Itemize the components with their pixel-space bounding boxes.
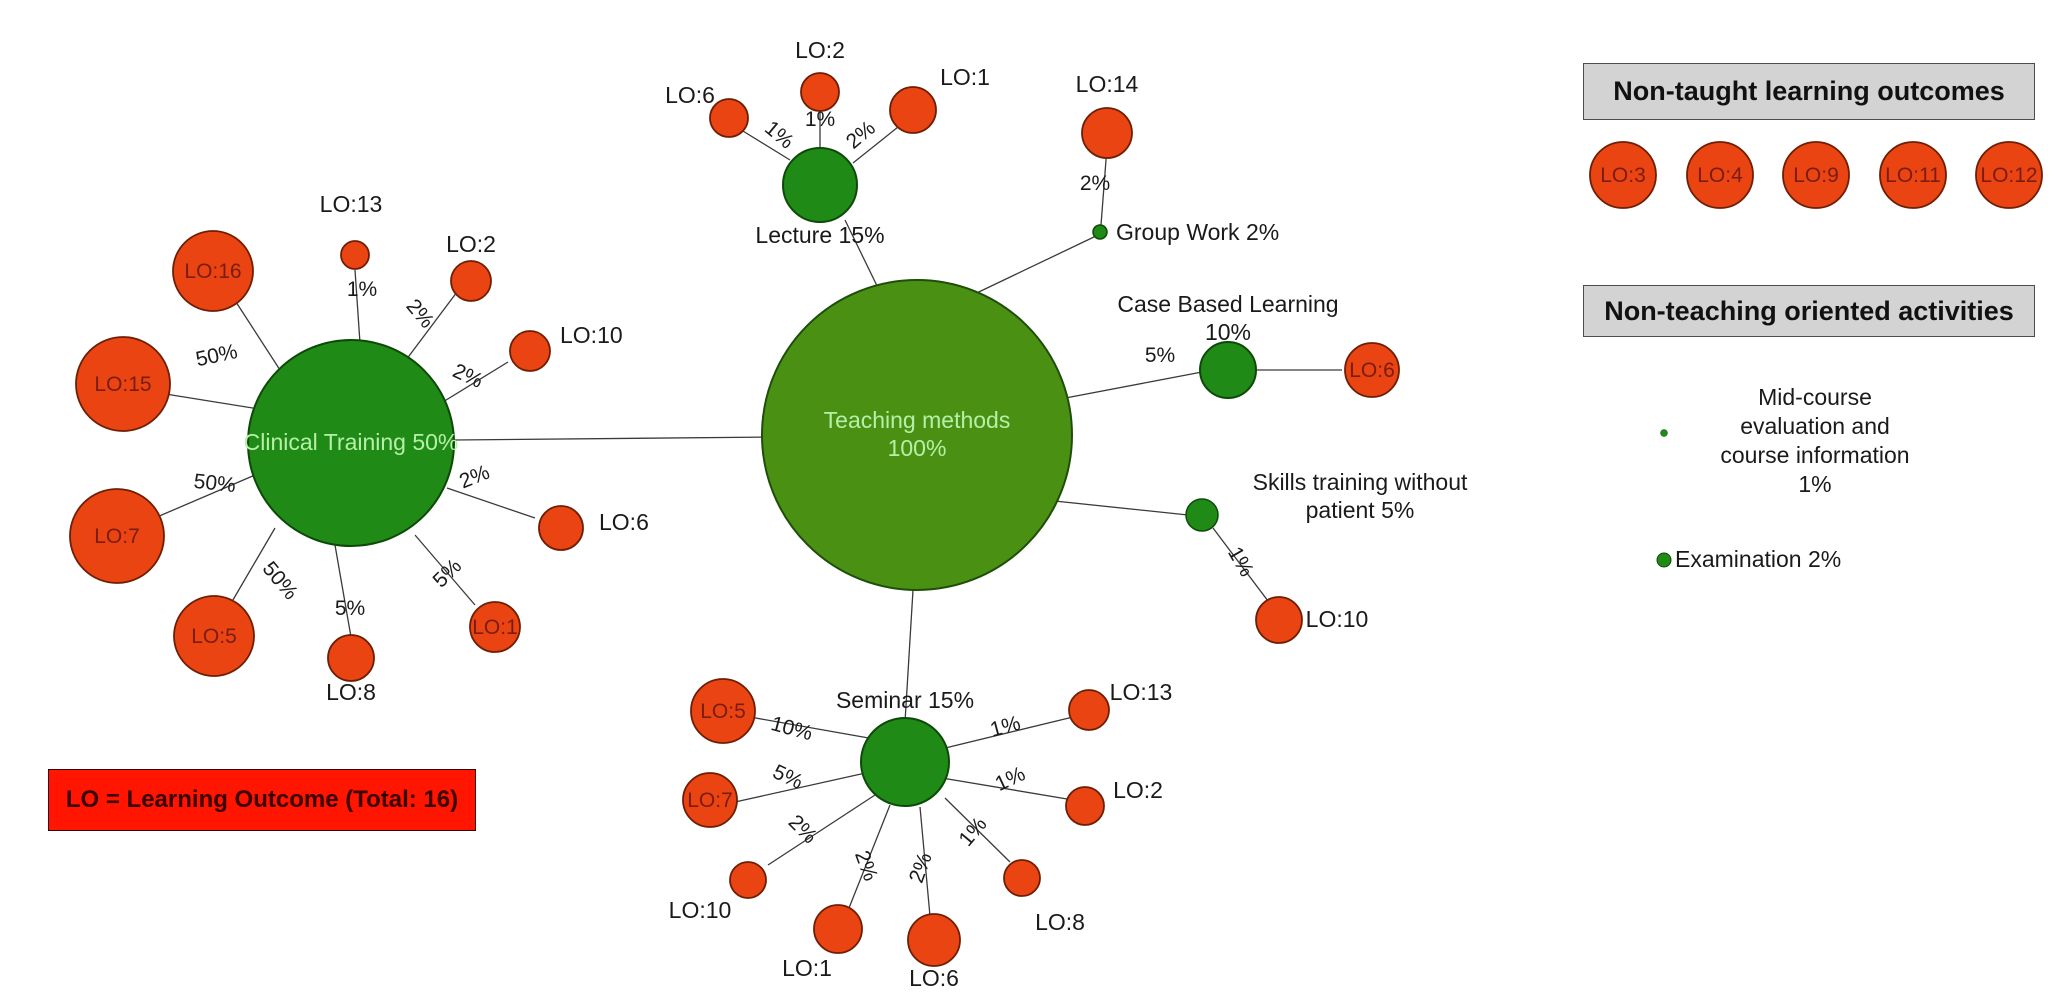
svg-text:2%: 2% — [456, 461, 493, 494]
svg-text:LO:12: LO:12 — [1980, 164, 2037, 187]
svg-text:1%: 1% — [1798, 471, 1831, 497]
svg-text:LO:1: LO:1 — [782, 955, 832, 981]
svg-text:LO:6: LO:6 — [1349, 359, 1395, 382]
svg-text:LO:6: LO:6 — [599, 509, 649, 535]
svg-text:1%: 1% — [805, 108, 835, 131]
svg-text:50%: 50% — [194, 340, 240, 371]
svg-text:5%: 5% — [1145, 344, 1175, 367]
svg-text:Mid-course: Mid-course — [1758, 384, 1872, 410]
svg-text:LO:10: LO:10 — [560, 322, 623, 348]
svg-text:evaluation and: evaluation and — [1740, 413, 1890, 439]
svg-text:5%: 5% — [769, 760, 806, 794]
svg-text:1%: 1% — [988, 712, 1023, 742]
svg-text:LO:15: LO:15 — [94, 373, 151, 396]
svg-text:patient 5%: patient 5% — [1306, 497, 1415, 523]
svg-text:Examination 2%: Examination 2% — [1675, 546, 1841, 572]
svg-text:2%: 2% — [842, 116, 880, 153]
svg-text:LO:10: LO:10 — [1306, 606, 1369, 632]
svg-text:10%: 10% — [768, 712, 815, 745]
svg-text:10%: 10% — [1205, 319, 1251, 345]
svg-text:LO:5: LO:5 — [191, 625, 237, 648]
svg-text:2%: 2% — [784, 811, 822, 849]
svg-text:LO:2: LO:2 — [1113, 777, 1163, 803]
svg-text:Teaching methods: Teaching methods — [824, 407, 1011, 433]
svg-text:LO:13: LO:13 — [1110, 679, 1173, 705]
svg-text:LO:7: LO:7 — [687, 789, 733, 812]
svg-text:LO:6: LO:6 — [665, 82, 715, 108]
svg-text:100%: 100% — [888, 435, 947, 461]
svg-text:5%: 5% — [429, 555, 467, 593]
svg-text:LO:4: LO:4 — [1697, 164, 1743, 187]
svg-text:LO:3: LO:3 — [1600, 164, 1646, 187]
svg-text:LO:7: LO:7 — [94, 525, 140, 548]
svg-text:5%: 5% — [335, 597, 365, 620]
svg-text:1%: 1% — [992, 762, 1029, 796]
svg-text:Case Based Learning: Case Based Learning — [1117, 291, 1338, 317]
svg-text:Skills training without: Skills training without — [1253, 469, 1468, 495]
svg-text:LO:6: LO:6 — [909, 965, 959, 991]
svg-text:2%: 2% — [449, 359, 486, 393]
svg-text:LO:5: LO:5 — [700, 700, 746, 723]
svg-text:LO:11: LO:11 — [1885, 164, 1941, 187]
svg-text:Clinical Training 50%: Clinical Training 50% — [244, 429, 459, 455]
svg-text:LO:13: LO:13 — [320, 191, 383, 217]
svg-text:LO:2: LO:2 — [446, 231, 496, 257]
svg-text:LO:1: LO:1 — [472, 616, 518, 639]
svg-text:LO:8: LO:8 — [326, 679, 376, 705]
svg-text:course information: course information — [1720, 442, 1909, 468]
svg-text:1%: 1% — [954, 813, 991, 851]
svg-text:LO:14: LO:14 — [1076, 71, 1139, 97]
svg-text:1%: 1% — [347, 278, 377, 301]
svg-text:2%: 2% — [850, 848, 882, 884]
svg-text:2%: 2% — [905, 850, 937, 886]
svg-text:Group Work 2%: Group Work 2% — [1116, 219, 1279, 245]
svg-text:50%: 50% — [193, 470, 237, 497]
svg-text:LO:9: LO:9 — [1793, 164, 1839, 187]
svg-text:Seminar 15%: Seminar 15% — [836, 687, 974, 713]
svg-text:2%: 2% — [401, 295, 438, 333]
svg-text:2%: 2% — [1080, 172, 1110, 195]
svg-text:Lecture 15%: Lecture 15% — [755, 222, 884, 248]
svg-text:LO:10: LO:10 — [669, 897, 732, 923]
svg-text:LO:2: LO:2 — [795, 37, 845, 63]
svg-text:LO:16: LO:16 — [184, 260, 241, 283]
svg-text:1%: 1% — [760, 116, 798, 153]
svg-text:LO:8: LO:8 — [1035, 909, 1085, 935]
svg-text:50%: 50% — [258, 557, 303, 604]
svg-text:LO:1: LO:1 — [940, 64, 990, 90]
